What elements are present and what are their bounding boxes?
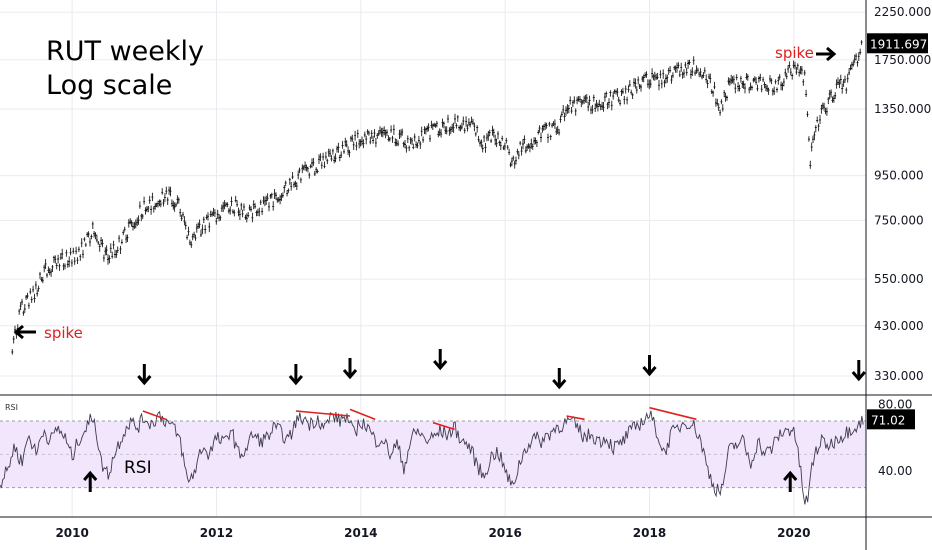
last-price-tag [867,33,928,54]
y-tick-label: 550.000 [874,272,924,286]
down-arrow [552,368,567,390]
down-arrow [433,349,448,371]
y-tick-label: 750.000 [874,213,924,227]
resistance-line [566,415,585,421]
last-rsi-label: 71.02 [871,413,905,427]
x-tick-label: 2012 [200,526,233,540]
down-arrow [851,360,866,382]
rsi-panel-label: RSI [5,403,18,412]
spike-label: spike [775,44,814,62]
price-series [11,40,863,355]
up-arrow [783,470,798,492]
rsi-series [0,410,864,505]
y-tick-label: 430.000 [874,319,924,333]
grid-lines [0,0,866,516]
rsi-y-tick-label: 80.00 [878,397,912,411]
last-price-label: 1911.697 [870,37,927,51]
rsi-y-tick-label: 40.00 [878,464,912,478]
down-arrow [342,358,358,380]
signal-arrows [83,349,866,492]
last-rsi-tag [867,409,915,430]
y-tick-label: 1750.000 [874,53,931,67]
x-tick-label: 2018 [633,526,666,540]
resistance-line [295,410,351,417]
y-tick-label: 1350.000 [874,102,931,116]
resistance-line [432,421,455,431]
x-tick-label: 2010 [55,526,88,540]
price-bars [11,40,863,355]
spike-left-annotation: spike [13,324,83,342]
tick-labels: 2010 2012 2014 2016 2018 2020 330.000 430.000 55… [55,5,931,540]
resistance-line [142,410,167,421]
up-arrow [83,470,98,492]
spike-right-annotation: spike [775,44,837,62]
rsi-line [0,410,864,505]
rsi-resistance-lines [142,406,697,431]
down-arrow [137,364,152,386]
y-tick-label: 950.000 [874,169,924,183]
x-tick-label: 2016 [488,526,521,540]
down-arrow [288,364,304,386]
x-tick-label: 2014 [344,526,377,540]
down-arrow [642,355,657,377]
spike-label: spike [44,324,83,342]
x-tick-label: 2020 [777,526,810,540]
resistance-line [649,406,697,421]
annotations: spike spike RSI RSI 1911.697 71.02 [5,33,928,478]
resistance-line [349,408,376,421]
y-tick-label: 2250.000 [874,5,931,19]
title-line: RUT weekly [46,36,204,67]
rsi-text-label: RSI [124,458,152,478]
title-line: Log scale [46,70,172,101]
y-tick-label: 330.000 [874,369,924,383]
